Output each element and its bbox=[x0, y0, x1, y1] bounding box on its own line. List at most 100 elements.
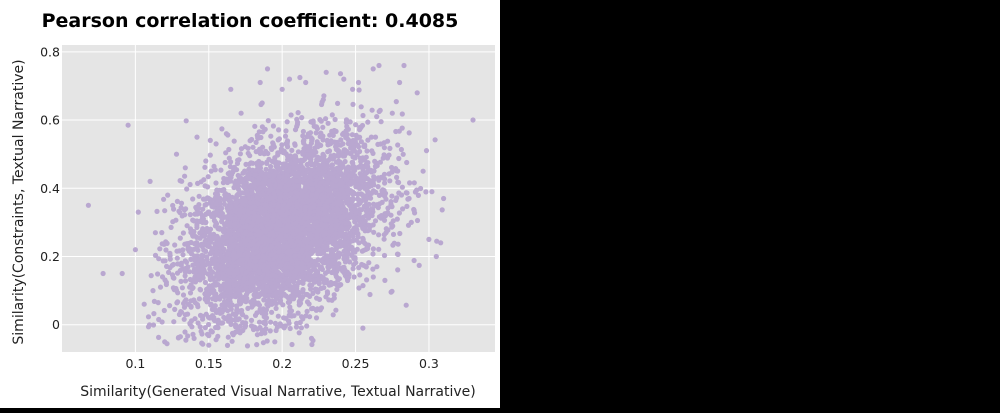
data-point bbox=[234, 268, 239, 273]
data-point bbox=[164, 282, 169, 287]
data-point bbox=[304, 239, 309, 244]
data-point bbox=[389, 165, 394, 170]
data-point bbox=[354, 175, 359, 180]
data-point bbox=[304, 323, 309, 328]
data-point bbox=[257, 147, 262, 152]
chart-panel: Pearson correlation coefficient: 0.4085 … bbox=[0, 0, 500, 408]
data-point bbox=[311, 266, 316, 271]
data-point bbox=[368, 178, 373, 183]
data-point bbox=[371, 230, 376, 235]
data-point bbox=[354, 223, 359, 228]
data-point bbox=[276, 204, 281, 209]
data-point bbox=[362, 241, 367, 246]
data-point bbox=[269, 310, 274, 315]
data-point bbox=[355, 230, 360, 235]
data-point bbox=[333, 141, 338, 146]
data-point bbox=[263, 149, 268, 154]
data-point bbox=[274, 226, 279, 231]
data-point bbox=[343, 236, 348, 241]
data-point bbox=[338, 251, 343, 256]
data-point bbox=[378, 141, 383, 146]
data-point bbox=[243, 144, 248, 149]
data-point bbox=[194, 269, 199, 274]
data-point bbox=[366, 215, 371, 220]
data-point bbox=[207, 266, 212, 271]
data-point bbox=[294, 124, 299, 129]
data-point bbox=[299, 314, 304, 319]
data-point bbox=[378, 160, 383, 165]
data-point bbox=[162, 308, 167, 313]
data-point bbox=[351, 234, 356, 239]
data-point bbox=[170, 263, 175, 268]
data-point bbox=[300, 274, 305, 279]
data-point bbox=[278, 321, 283, 326]
data-point bbox=[318, 134, 323, 139]
data-point bbox=[197, 257, 202, 262]
data-point bbox=[307, 314, 312, 319]
data-point bbox=[374, 264, 379, 269]
data-point bbox=[395, 168, 400, 173]
data-point bbox=[340, 163, 345, 168]
data-point bbox=[317, 117, 322, 122]
data-point bbox=[250, 145, 255, 150]
data-point bbox=[226, 313, 231, 318]
data-point bbox=[197, 230, 202, 235]
data-point bbox=[172, 307, 177, 312]
data-point bbox=[305, 199, 310, 204]
data-point bbox=[248, 138, 253, 143]
data-point bbox=[324, 223, 329, 228]
data-point bbox=[149, 273, 154, 278]
data-point bbox=[382, 237, 387, 242]
data-point bbox=[225, 262, 230, 267]
data-point bbox=[190, 286, 195, 291]
data-point bbox=[254, 161, 259, 166]
data-point bbox=[320, 125, 325, 130]
data-point bbox=[272, 144, 277, 149]
data-point bbox=[309, 250, 314, 255]
data-point bbox=[206, 196, 211, 201]
data-point bbox=[229, 216, 234, 221]
data-point bbox=[313, 260, 318, 265]
data-point bbox=[153, 230, 158, 235]
data-point bbox=[275, 150, 280, 155]
data-point bbox=[227, 246, 232, 251]
data-point bbox=[297, 75, 302, 80]
data-point bbox=[208, 328, 213, 333]
data-point bbox=[404, 190, 409, 195]
data-point bbox=[344, 177, 349, 182]
data-point bbox=[337, 276, 342, 281]
data-point bbox=[382, 152, 387, 157]
data-point bbox=[231, 273, 236, 278]
data-point bbox=[404, 160, 409, 165]
data-point bbox=[370, 251, 375, 256]
data-point bbox=[424, 148, 429, 153]
data-point bbox=[311, 118, 316, 123]
data-point bbox=[394, 195, 399, 200]
data-point bbox=[416, 193, 421, 198]
data-point bbox=[189, 318, 194, 323]
data-point bbox=[306, 131, 311, 136]
data-point bbox=[215, 325, 220, 330]
data-point bbox=[385, 139, 390, 144]
data-point bbox=[283, 266, 288, 271]
data-point bbox=[183, 273, 188, 278]
data-point bbox=[238, 324, 243, 329]
data-point bbox=[188, 212, 193, 217]
data-point bbox=[256, 218, 261, 223]
data-point bbox=[417, 263, 422, 268]
data-point bbox=[163, 239, 168, 244]
data-point bbox=[376, 247, 381, 252]
data-point bbox=[170, 272, 175, 277]
data-point bbox=[266, 118, 271, 123]
data-point bbox=[222, 179, 227, 184]
data-point bbox=[387, 178, 392, 183]
data-point bbox=[357, 87, 362, 92]
data-point bbox=[213, 195, 218, 200]
data-point bbox=[407, 130, 412, 135]
data-point bbox=[263, 293, 268, 298]
data-point bbox=[156, 317, 161, 322]
data-point bbox=[389, 289, 394, 294]
data-point bbox=[389, 194, 394, 199]
data-point bbox=[183, 206, 188, 211]
data-point bbox=[169, 225, 174, 230]
